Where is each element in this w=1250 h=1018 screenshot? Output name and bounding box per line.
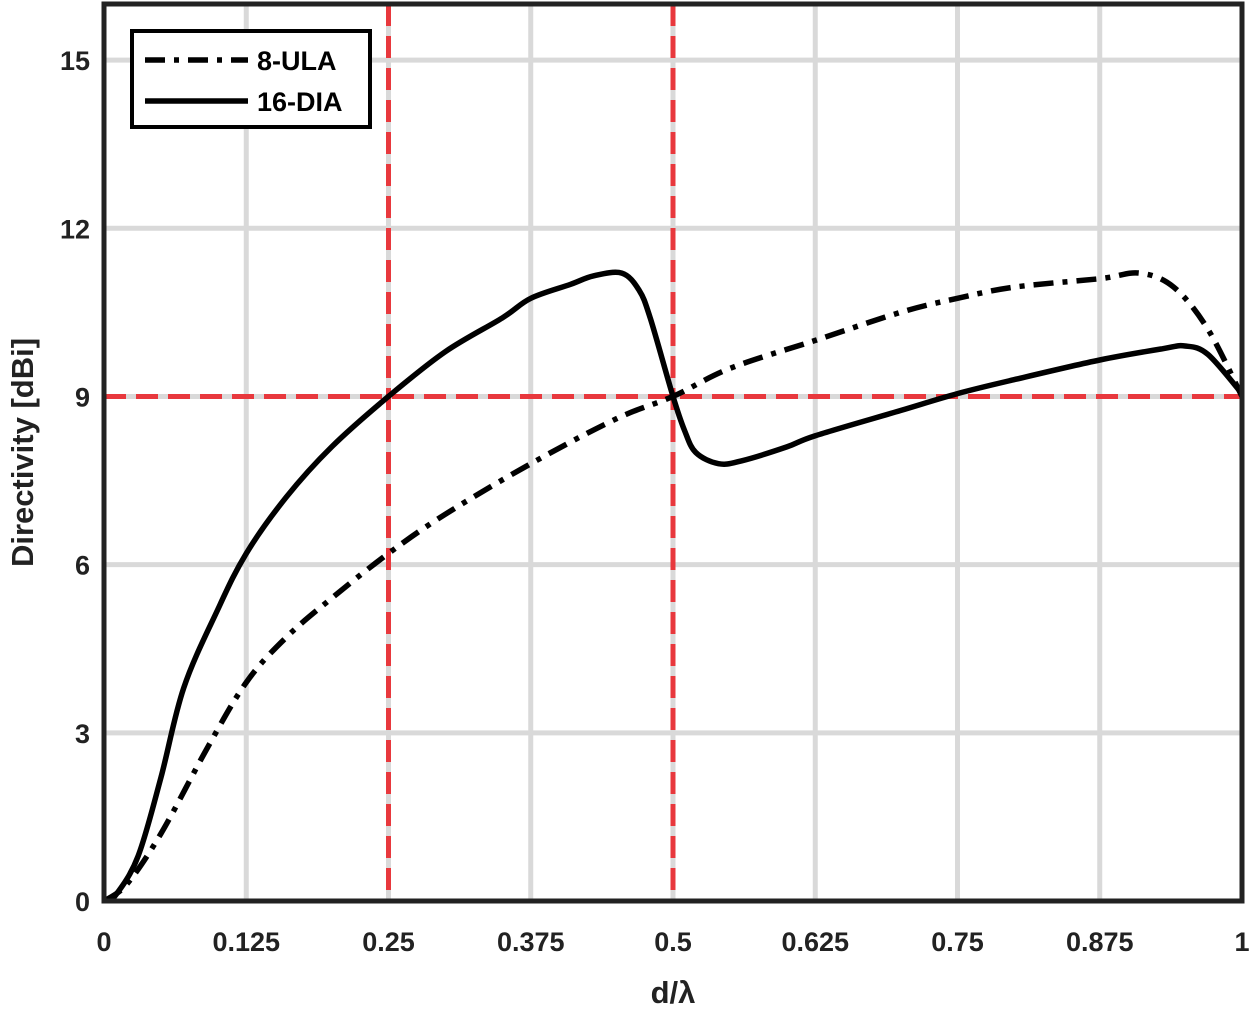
x-tick-label: 0.625 bbox=[781, 927, 849, 957]
reference-lines bbox=[104, 4, 1242, 901]
y-tick-label: 6 bbox=[75, 551, 90, 581]
x-tick-label: 0.25 bbox=[362, 927, 415, 957]
y-axis-label: Directivity [dBi] bbox=[5, 338, 40, 567]
legend-box bbox=[130, 29, 372, 129]
legend: 8-ULA 16-DIA bbox=[130, 29, 372, 129]
y-tick-label: 9 bbox=[75, 382, 90, 412]
x-tick-label: 1 bbox=[1234, 927, 1249, 957]
legend-entry-label: 16-DIA bbox=[257, 87, 343, 117]
series-8-ula-line bbox=[102, 270, 1245, 904]
y-tick-label: 15 bbox=[60, 46, 90, 76]
x-tick-label: 0.125 bbox=[212, 927, 280, 957]
y-tick-label: 0 bbox=[75, 887, 90, 917]
plot-frame bbox=[101, 1, 1245, 904]
x-tick-label: 0.375 bbox=[497, 927, 565, 957]
series-lines bbox=[102, 269, 1245, 904]
legend-entry-label: 8-ULA bbox=[257, 46, 337, 76]
series-16-dia-line bbox=[102, 269, 1245, 904]
x-tick-label: 0 bbox=[96, 927, 111, 957]
x-tick-label: 0.5 bbox=[654, 927, 692, 957]
x-axis-label: d/λ bbox=[651, 975, 696, 1010]
x-tick-label: 0.875 bbox=[1066, 927, 1134, 957]
y-tick-label: 3 bbox=[75, 719, 90, 749]
x-tick-label: 0.75 bbox=[931, 927, 984, 957]
tick-labels: 0 0.125 0.25 0.375 0.5 0.625 0.75 0.875 1 0 3 6 9 12 1… bbox=[60, 46, 1250, 957]
y-tick-label: 12 bbox=[60, 214, 90, 244]
